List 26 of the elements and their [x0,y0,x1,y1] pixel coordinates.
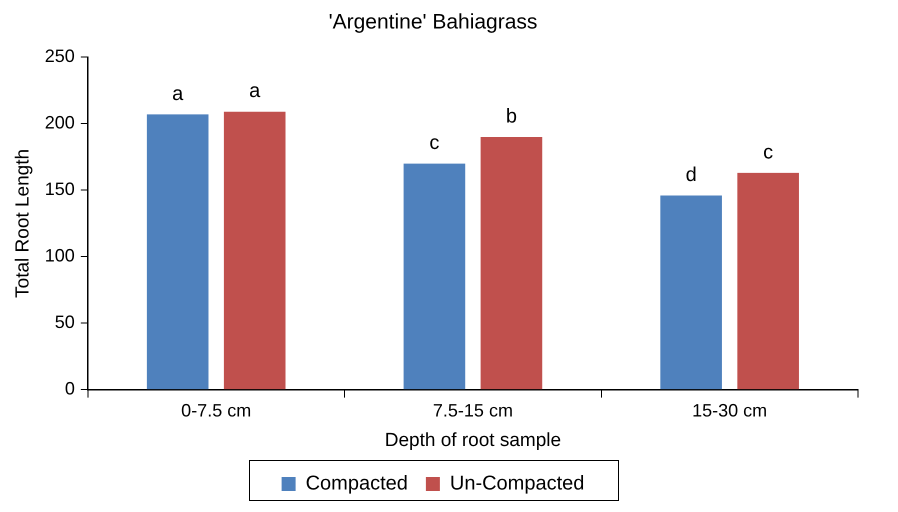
data-label: c [429,132,440,154]
bar [404,164,466,390]
bar [480,136,542,390]
y-tick-label: 150 [44,179,75,200]
y-tick-label: 0 [64,378,75,399]
legend-label: Compacted [306,472,408,495]
x-tick-label: 7.5-15 cm [432,400,513,420]
data-label: a [249,80,262,102]
y-tick-label: 100 [44,246,75,266]
bar [224,112,286,390]
bar [737,172,799,390]
chart-title: 'Argentine' Bahiagrass [328,10,538,34]
x-axis-title: Depth of root sample [384,430,562,451]
y-axis-title: Total Root Length [12,148,34,298]
data-label: a [172,82,184,105]
bar [660,195,722,390]
legend-label: Un-Compacted [450,472,584,495]
x-tick-label: 15-30 cm [692,400,768,420]
y-tick-label: 50 [54,312,75,332]
data-label: c [763,141,774,164]
data-label: d [686,164,697,186]
y-tick-label: 200 [44,112,75,133]
bar [146,114,208,390]
x-tick-label: 0-7.5 cm [181,400,252,420]
data-label: b [506,105,517,128]
y-tick-label: 250 [44,46,75,66]
